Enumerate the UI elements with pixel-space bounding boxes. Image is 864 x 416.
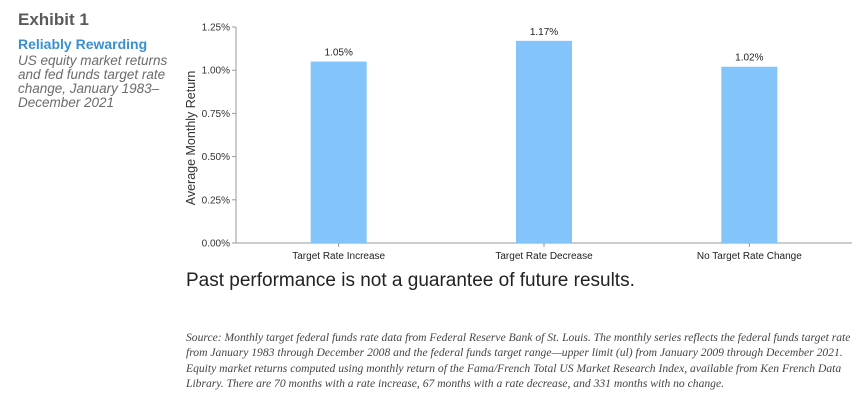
y-axis-label: Average Monthly Return [184,71,198,206]
bar-value-label: 1.05% [324,48,352,59]
y-tick-label: 1.00% [202,66,230,77]
bar [310,61,367,244]
y-tick-label: 0.25% [202,195,230,206]
bar-chart: 0.00% 0.25% 0.50% 0.75% 1.00% 1.25% Average Mo… [184,23,852,262]
y-tick-label: 0.50% [202,152,230,163]
x-tick-label: No Target Rate Change [697,251,802,262]
bar [516,40,572,243]
exhibit-title: Reliably Rewarding [18,36,148,52]
bar [721,66,778,243]
bar-value-label: 1.17% [530,27,558,38]
x-tick-label: Target Rate Decrease [495,251,593,262]
y-tick-label: 1.25% [202,23,230,34]
y-tick-label: 0.75% [202,109,230,120]
y-tick-label: 0.00% [202,239,230,250]
bar-value-label: 1.02% [735,53,763,64]
disclaimer: Past performance is not a guarantee of f… [186,270,635,291]
exhibit-number: Exhibit 1 [18,10,89,29]
exhibit-subtitle: US equity market returns and fed funds t… [18,53,168,110]
source-note: Source: Monthly target federal funds rat… [186,331,851,391]
exhibit-header: Exhibit 1 Reliably Rewarding US equity m… [18,10,178,110]
x-tick-label: Target Rate Increase [292,251,385,262]
